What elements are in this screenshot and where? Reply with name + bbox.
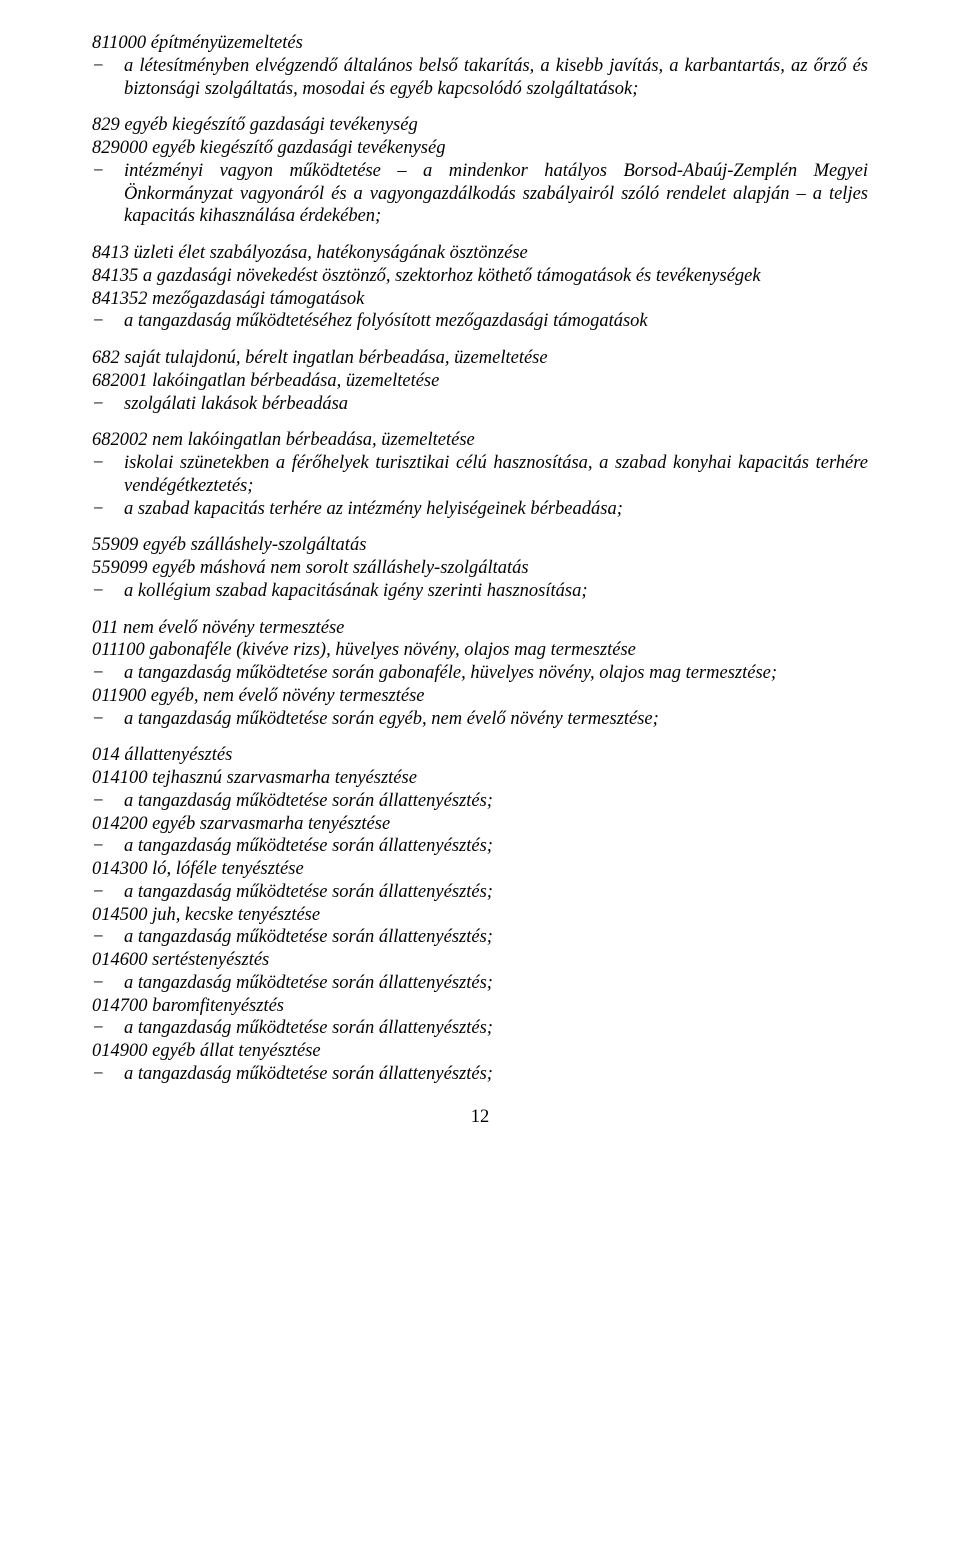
list-811000: a létesítményben elvégzendő általános be… bbox=[92, 55, 868, 101]
list-item: a tangazdaság működtetése során állatten… bbox=[92, 1063, 868, 1086]
line-014900: 014900 egyéb állat tenyésztése bbox=[92, 1040, 868, 1063]
section-811000: 811000 építményüzemeltetés a létesítmény… bbox=[92, 32, 868, 100]
list-item: a kollégium szabad kapacitásának igény s… bbox=[92, 580, 868, 603]
section-682: 682 saját tulajdonú, bérelt ingatlan bér… bbox=[92, 347, 868, 415]
line-014700: 014700 baromfitenyésztés bbox=[92, 995, 868, 1018]
list-item: a tangazdaság működtetése során állatten… bbox=[92, 881, 868, 904]
line-014100: 014100 tejhasznú szarvasmarha tenyésztés… bbox=[92, 767, 868, 790]
section-55909: 55909 egyéb szálláshely-szolgáltatás 559… bbox=[92, 534, 868, 602]
list-item: a tangazdaság működtetéséhez folyósított… bbox=[92, 310, 868, 333]
heading-811000: 811000 építményüzemeltetés bbox=[92, 32, 868, 55]
line-011: 011 nem évelő növény termesztése bbox=[92, 617, 868, 640]
line-559099: 559099 egyéb máshová nem sorolt szállásh… bbox=[92, 557, 868, 580]
list-item: iskolai szünetekben a férőhelyek turiszt… bbox=[92, 452, 868, 498]
line-841352: 841352 mezőgazdasági támogatások bbox=[92, 288, 868, 311]
list-item: intézményi vagyon működtetése – a minden… bbox=[92, 160, 868, 228]
line-84135: 84135 a gazdasági növekedést ösztönző, s… bbox=[92, 265, 868, 288]
list-item: a szabad kapacitás terhére az intézmény … bbox=[92, 498, 868, 521]
line-682: 682 saját tulajdonú, bérelt ingatlan bér… bbox=[92, 347, 868, 370]
list-829: intézményi vagyon működtetése – a minden… bbox=[92, 160, 868, 228]
list-014700: a tangazdaság működtetése során állatten… bbox=[92, 1017, 868, 1040]
list-item: a tangazdaság működtetése során állatten… bbox=[92, 972, 868, 995]
list-014600: a tangazdaság működtetése során állatten… bbox=[92, 972, 868, 995]
list-item: a tangazdaság működtetése során állatten… bbox=[92, 790, 868, 813]
list-014300: a tangazdaság működtetése során állatten… bbox=[92, 881, 868, 904]
line-8413: 8413 üzleti élet szabályozása, hatékonys… bbox=[92, 242, 868, 265]
section-011: 011 nem évelő növény termesztése 011100 … bbox=[92, 617, 868, 731]
list-011a: a tangazdaság működtetése során gabonafé… bbox=[92, 662, 868, 685]
list-item: a létesítményben elvégzendő általános be… bbox=[92, 55, 868, 101]
list-item: a tangazdaság működtetése során állatten… bbox=[92, 835, 868, 858]
line-014200: 014200 egyéb szarvasmarha tenyésztése bbox=[92, 813, 868, 836]
line-011100: 011100 gabonaféle (kivéve rizs), hüvelye… bbox=[92, 639, 868, 662]
heading-829: 829 egyéb kiegészítő gazdasági tevékenys… bbox=[92, 114, 868, 137]
heading-682002: 682002 nem lakóingatlan bérbeadása, üzem… bbox=[92, 429, 868, 452]
list-item: a tangazdaság működtetése során gabonafé… bbox=[92, 662, 868, 685]
list-014900: a tangazdaság működtetése során állatten… bbox=[92, 1063, 868, 1086]
list-011b: a tangazdaság működtetése során egyéb, n… bbox=[92, 708, 868, 731]
line-014300: 014300 ló, lóféle tenyésztése bbox=[92, 858, 868, 881]
list-55909: a kollégium szabad kapacitásának igény s… bbox=[92, 580, 868, 603]
list-014500: a tangazdaság működtetése során állatten… bbox=[92, 926, 868, 949]
list-item: szolgálati lakások bérbeadása bbox=[92, 393, 868, 416]
list-8413: a tangazdaság működtetéséhez folyósított… bbox=[92, 310, 868, 333]
list-682002: iskolai szünetekben a férőhelyek turiszt… bbox=[92, 452, 868, 520]
page-number: 12 bbox=[92, 1106, 868, 1129]
line-014600: 014600 sertéstenyésztés bbox=[92, 949, 868, 972]
document-page: 811000 építményüzemeltetés a létesítmény… bbox=[0, 0, 960, 1543]
list-item: a tangazdaság működtetése során állatten… bbox=[92, 926, 868, 949]
list-014200: a tangazdaság működtetése során állatten… bbox=[92, 835, 868, 858]
section-014: 014 állattenyésztés 014100 tejhasznú sza… bbox=[92, 744, 868, 1085]
line-014500: 014500 juh, kecske tenyésztése bbox=[92, 904, 868, 927]
section-829: 829 egyéb kiegészítő gazdasági tevékenys… bbox=[92, 114, 868, 228]
line-55909: 55909 egyéb szálláshely-szolgáltatás bbox=[92, 534, 868, 557]
list-item: a tangazdaság működtetése során egyéb, n… bbox=[92, 708, 868, 731]
line-682001: 682001 lakóingatlan bérbeadása, üzemelte… bbox=[92, 370, 868, 393]
section-682002: 682002 nem lakóingatlan bérbeadása, üzem… bbox=[92, 429, 868, 520]
section-8413: 8413 üzleti élet szabályozása, hatékonys… bbox=[92, 242, 868, 333]
list-item: a tangazdaság működtetése során állatten… bbox=[92, 1017, 868, 1040]
line-011900: 011900 egyéb, nem évelő növény termeszté… bbox=[92, 685, 868, 708]
list-014100: a tangazdaság működtetése során állatten… bbox=[92, 790, 868, 813]
heading-014: 014 állattenyésztés bbox=[92, 744, 868, 767]
heading-829000: 829000 egyéb kiegészítő gazdasági tevéke… bbox=[92, 137, 868, 160]
list-682: szolgálati lakások bérbeadása bbox=[92, 393, 868, 416]
